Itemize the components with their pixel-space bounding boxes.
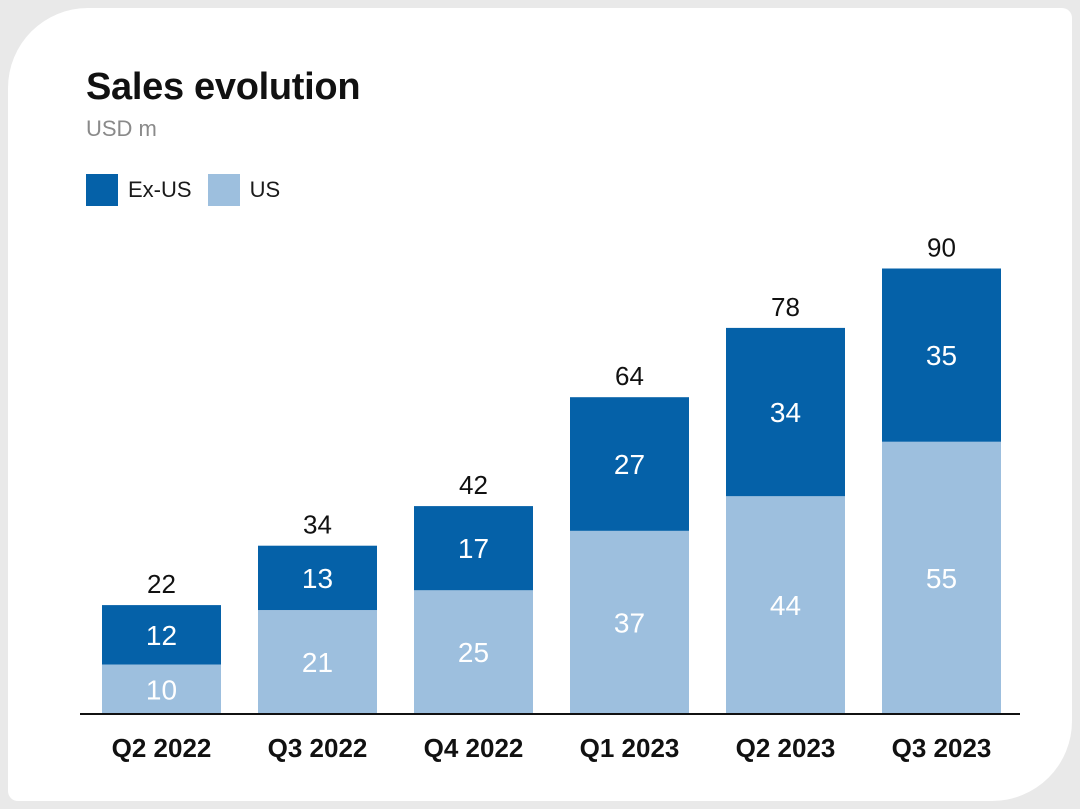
- data-label-ex-us-5: 35: [926, 340, 957, 371]
- bar-us-0: [102, 664, 221, 714]
- data-label-ex-us-1: 13: [302, 563, 333, 594]
- bar-ex-us-5: [882, 268, 1001, 442]
- bar-ex-us-2: [414, 506, 533, 591]
- total-label-2: 42: [459, 470, 488, 500]
- stacked-bar-chart: 10 12 22 Q2 2022 21 13 34 Q3 2022 25 17 42 Q4 2022 3…: [80, 233, 1020, 763]
- legend-label-ex-us: Ex-US: [128, 177, 192, 202]
- data-label-ex-us-4: 34: [770, 397, 801, 428]
- bar-us-4: [726, 496, 845, 714]
- data-label-us-5: 55: [926, 563, 957, 594]
- data-label-us-3: 37: [614, 607, 645, 638]
- x-tick-label-4: Q2 2023: [736, 733, 836, 763]
- total-label-5: 90: [927, 233, 956, 263]
- legend-item-ex-us: Ex-US: [86, 174, 192, 206]
- bar-us-5: [882, 441, 1001, 714]
- data-label-ex-us-2: 17: [458, 533, 489, 564]
- bar-us-2: [414, 590, 533, 714]
- chart-subtitle: USD m: [86, 116, 157, 141]
- bar-us-1: [258, 610, 377, 714]
- legend-label-us: US: [249, 177, 281, 202]
- chart-card: Sales evolution USD m Ex-US US 10 12 22 Q2 …: [8, 8, 1072, 801]
- x-tick-label-2: Q4 2022: [424, 733, 524, 763]
- total-label-4: 78: [771, 292, 800, 322]
- legend-swatch-us: [207, 174, 240, 206]
- x-tick-label-5: Q3 2023: [892, 733, 992, 763]
- data-label-ex-us-0: 12: [146, 620, 177, 651]
- legend-item-us: US: [207, 174, 281, 206]
- chart-title: Sales evolution: [86, 66, 361, 108]
- x-tick-label-0: Q2 2022: [112, 733, 212, 763]
- x-tick-label-3: Q1 2023: [580, 733, 680, 763]
- bar-ex-us-1: [258, 545, 377, 611]
- data-label-us-1: 21: [302, 647, 333, 678]
- bar-ex-us-0: [102, 605, 221, 665]
- data-label-us-0: 10: [146, 674, 177, 705]
- total-label-0: 22: [147, 569, 176, 599]
- data-label-ex-us-3: 27: [614, 449, 645, 480]
- total-label-1: 34: [303, 510, 332, 540]
- bar-ex-us-4: [726, 327, 845, 497]
- bar-ex-us-3: [570, 397, 689, 531]
- x-tick-label-1: Q3 2022: [268, 733, 368, 763]
- total-label-3: 64: [615, 361, 644, 391]
- data-label-us-4: 44: [770, 590, 801, 621]
- data-label-us-2: 25: [458, 637, 489, 668]
- bar-us-3: [570, 530, 689, 714]
- legend-swatch-ex-us: [86, 174, 118, 206]
- chart-legend: Ex-US US: [86, 174, 296, 206]
